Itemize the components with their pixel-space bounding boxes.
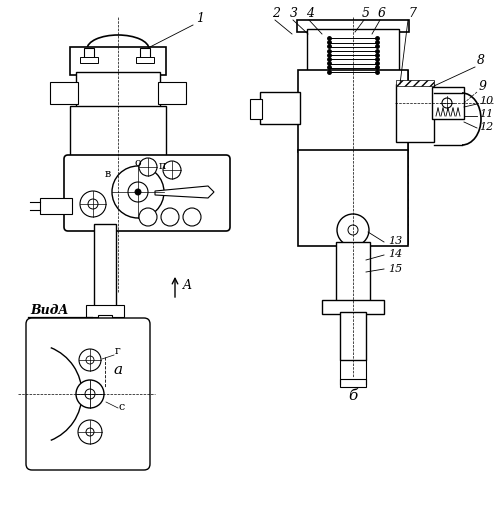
Text: п: п: [158, 161, 166, 171]
Bar: [70, 106, 166, 164]
Circle shape: [112, 166, 164, 218]
Bar: [324, 300, 382, 312]
Bar: [381, 29, 399, 74]
Bar: [250, 99, 262, 119]
Circle shape: [86, 356, 94, 364]
Bar: [298, 70, 408, 152]
Circle shape: [86, 428, 94, 436]
Circle shape: [76, 380, 104, 408]
Bar: [307, 29, 325, 74]
Bar: [158, 82, 186, 104]
Bar: [80, 57, 98, 63]
Text: 3: 3: [290, 7, 298, 20]
Bar: [338, 242, 368, 300]
Text: б: б: [348, 389, 358, 403]
Circle shape: [80, 191, 106, 217]
Bar: [40, 198, 72, 214]
Circle shape: [163, 161, 181, 179]
Circle shape: [85, 389, 95, 399]
Text: 5: 5: [362, 7, 370, 20]
Bar: [364, 70, 408, 150]
Text: A: A: [183, 279, 192, 292]
Bar: [298, 70, 342, 150]
Bar: [340, 379, 366, 387]
Text: г: г: [115, 346, 121, 356]
Bar: [307, 20, 399, 30]
Bar: [298, 150, 408, 244]
Text: 1: 1: [196, 12, 204, 25]
Bar: [297, 20, 409, 32]
Circle shape: [128, 182, 148, 202]
Bar: [136, 57, 154, 63]
Text: 9: 9: [479, 80, 487, 93]
Polygon shape: [155, 186, 214, 198]
Bar: [340, 71, 366, 214]
Bar: [336, 242, 370, 302]
Bar: [262, 94, 300, 122]
Text: ВидA: ВидA: [30, 304, 68, 317]
Bar: [260, 92, 300, 124]
Text: 15: 15: [388, 264, 402, 274]
Bar: [298, 150, 408, 246]
Circle shape: [442, 98, 452, 108]
Bar: [396, 84, 434, 142]
Circle shape: [78, 420, 102, 444]
Circle shape: [139, 208, 157, 226]
Circle shape: [348, 225, 358, 235]
Text: 12: 12: [479, 122, 493, 132]
Bar: [76, 72, 160, 107]
Bar: [322, 300, 384, 314]
Bar: [84, 48, 94, 60]
Circle shape: [183, 208, 201, 226]
Text: а: а: [114, 363, 122, 377]
Text: 2: 2: [272, 7, 280, 20]
Bar: [432, 87, 464, 119]
Text: 10: 10: [479, 96, 493, 106]
Wedge shape: [32, 347, 82, 441]
Text: 6: 6: [378, 7, 386, 20]
Bar: [307, 29, 399, 74]
Bar: [86, 305, 124, 317]
Text: 14: 14: [388, 249, 402, 259]
Circle shape: [88, 199, 98, 209]
FancyBboxPatch shape: [26, 318, 150, 470]
Bar: [396, 80, 434, 86]
Text: 11: 11: [479, 109, 493, 119]
Bar: [98, 315, 112, 357]
Text: в: в: [105, 169, 111, 179]
Bar: [340, 312, 366, 360]
Bar: [70, 47, 166, 75]
Circle shape: [161, 208, 179, 226]
Text: с: с: [119, 402, 125, 412]
Text: о: о: [134, 158, 141, 168]
Text: 4: 4: [306, 7, 314, 20]
Bar: [50, 82, 78, 104]
Text: 13: 13: [388, 236, 402, 246]
Bar: [140, 48, 150, 60]
Circle shape: [135, 189, 141, 195]
Text: 7: 7: [408, 7, 416, 20]
Text: 8: 8: [477, 54, 485, 67]
Circle shape: [139, 158, 157, 176]
Circle shape: [79, 349, 101, 371]
FancyBboxPatch shape: [64, 155, 230, 231]
Bar: [340, 72, 366, 212]
Bar: [94, 224, 116, 312]
Bar: [400, 86, 432, 140]
Circle shape: [337, 214, 369, 246]
